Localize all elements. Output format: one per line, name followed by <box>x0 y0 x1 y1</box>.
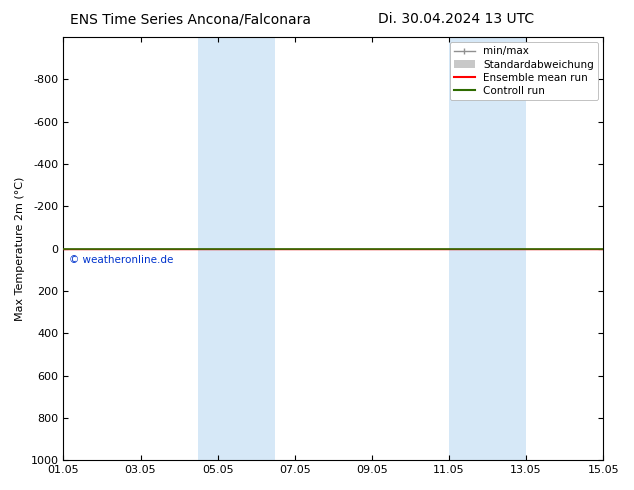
Bar <box>237 37 275 460</box>
Legend: min/max, Standardabweichung, Ensemble mean run, Controll run: min/max, Standardabweichung, Ensemble me… <box>450 42 598 100</box>
Bar <box>198 37 237 460</box>
Text: © weatheronline.de: © weatheronline.de <box>69 255 174 265</box>
Bar <box>449 37 488 460</box>
Text: ENS Time Series Ancona/Falconara: ENS Time Series Ancona/Falconara <box>70 12 311 26</box>
Y-axis label: Max Temperature 2m (°C): Max Temperature 2m (°C) <box>15 176 25 321</box>
Text: Di. 30.04.2024 13 UTC: Di. 30.04.2024 13 UTC <box>378 12 534 26</box>
Bar <box>488 37 526 460</box>
